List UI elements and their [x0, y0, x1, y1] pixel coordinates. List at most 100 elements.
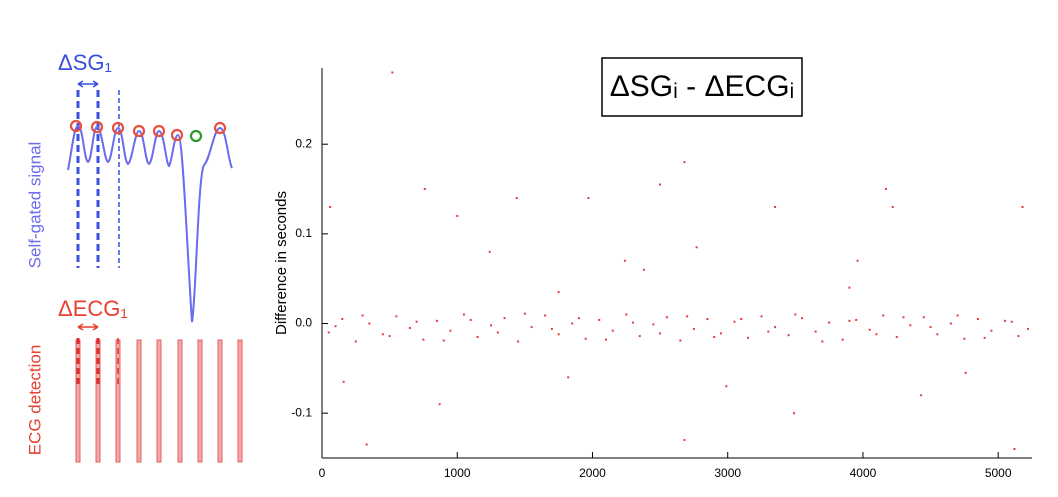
point	[611, 329, 614, 332]
point	[567, 376, 570, 379]
point	[895, 335, 898, 338]
point	[990, 329, 993, 332]
point	[571, 322, 574, 325]
point	[1013, 448, 1016, 451]
point	[1017, 335, 1020, 338]
y-tick-label: -0.1	[291, 405, 312, 419]
ecg-trigger	[136, 339, 142, 463]
point	[327, 331, 330, 334]
point	[632, 321, 635, 324]
point	[774, 326, 777, 329]
arrow	[77, 80, 99, 88]
point	[856, 259, 859, 262]
point	[334, 325, 337, 328]
point	[659, 332, 662, 335]
point	[544, 314, 547, 317]
point	[391, 71, 394, 74]
y-tick-label: 0.1	[295, 226, 312, 240]
ecg-trigger	[177, 339, 183, 463]
point	[395, 315, 398, 318]
x-tick-label: 3000	[714, 466, 741, 480]
point	[794, 313, 797, 316]
point	[435, 319, 438, 322]
missed-peak	[189, 129, 203, 143]
peak	[213, 121, 227, 135]
chart-title: ΔSGᵢ - ΔECGᵢ	[610, 70, 795, 103]
point	[891, 205, 894, 208]
point	[517, 340, 520, 343]
point	[354, 340, 357, 343]
x-tick-label: 1000	[444, 466, 471, 480]
point	[388, 335, 391, 338]
point	[449, 329, 452, 332]
point	[841, 338, 844, 341]
point	[463, 313, 465, 316]
point	[767, 330, 770, 333]
point	[1010, 320, 1013, 323]
point	[747, 336, 749, 339]
point	[523, 312, 526, 315]
point	[683, 161, 686, 164]
point	[490, 324, 493, 327]
point	[503, 317, 506, 320]
point	[683, 439, 686, 442]
point	[692, 327, 695, 330]
point	[1021, 205, 1024, 208]
point	[821, 340, 824, 343]
point	[598, 318, 601, 321]
peak-markers	[69, 119, 227, 143]
ecg-trigger	[217, 339, 223, 463]
y-axis-title: Difference in seconds	[273, 191, 290, 335]
ecg-label: ECG detection	[25, 345, 44, 456]
point	[368, 322, 371, 325]
x-tick-label: 4000	[850, 466, 877, 480]
point	[983, 336, 986, 339]
peak	[111, 121, 125, 135]
peak	[90, 120, 104, 134]
point	[695, 246, 698, 249]
self-gated-signal	[67, 124, 233, 323]
peak	[132, 124, 146, 138]
x-tick-label: 5000	[985, 466, 1012, 480]
point	[686, 315, 689, 318]
x-tick-label: 0	[319, 466, 326, 480]
point	[329, 205, 332, 208]
point	[577, 317, 580, 320]
peak	[69, 119, 83, 133]
peak	[152, 124, 166, 138]
signal-label: Self-gated signal	[25, 142, 44, 269]
point	[456, 214, 459, 217]
ecg-dashes	[76, 338, 119, 385]
point	[415, 320, 418, 323]
point	[1003, 319, 1006, 322]
point	[725, 385, 728, 388]
point	[875, 333, 878, 336]
point	[623, 259, 626, 262]
point	[365, 443, 368, 446]
point	[963, 337, 966, 340]
point	[679, 339, 682, 342]
point	[949, 322, 952, 325]
point	[530, 326, 533, 329]
point	[469, 318, 472, 321]
point	[488, 250, 491, 253]
point	[774, 205, 777, 208]
point	[652, 323, 655, 326]
point	[423, 188, 426, 191]
point	[408, 327, 411, 329]
point	[760, 315, 763, 318]
ecg-triggers	[75, 339, 243, 463]
delta-ecg-label: ΔECG₁	[58, 296, 128, 321]
point	[787, 334, 790, 337]
point	[909, 324, 912, 327]
title-box	[601, 57, 803, 117]
point	[848, 319, 851, 322]
point	[902, 316, 905, 319]
point	[605, 338, 607, 341]
point	[381, 333, 384, 336]
point	[584, 337, 587, 340]
point	[828, 321, 831, 324]
delta-sg-label: ΔSG₁	[58, 50, 112, 75]
point	[713, 335, 716, 338]
